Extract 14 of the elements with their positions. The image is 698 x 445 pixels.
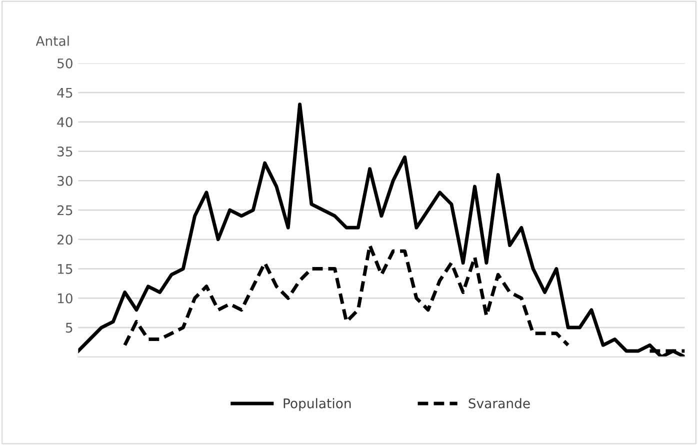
y-tick-label: 30 — [58, 176, 72, 186]
y-tick-label: 35 — [58, 146, 72, 156]
y-tick-label: 40 — [57, 117, 72, 128]
line-series — [78, 102, 685, 357]
legend-label: Svarande — [468, 398, 530, 408]
legend-label: Population — [284, 398, 351, 411]
y-tick-label: 45 — [57, 88, 72, 98]
y-tick-label: 50 — [58, 58, 72, 68]
y-tick-label: 10 — [58, 293, 72, 304]
y-axis-title: Antal — [36, 36, 69, 46]
y-tick-label: 5 — [66, 322, 72, 333]
y-tick-label: 25 — [57, 205, 72, 216]
y-tick-label: 20 — [57, 234, 72, 245]
y-tick-label: 15 — [58, 264, 72, 274]
